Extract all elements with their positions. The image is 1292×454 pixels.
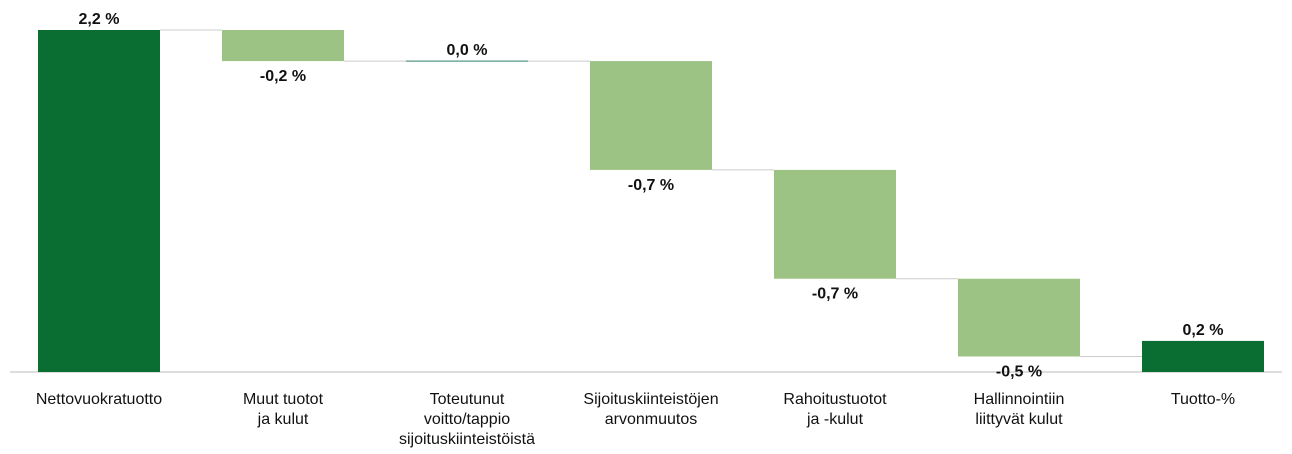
- x-tick-label: Hallinnointiin liittyvät kulut: [973, 391, 1065, 428]
- value-label: 2,2 %: [79, 11, 120, 28]
- value-label: 0,2 %: [1183, 322, 1224, 339]
- x-tick-label: Tuotto-%: [1170, 391, 1236, 408]
- bar: [958, 278, 1080, 357]
- bar: [774, 169, 896, 279]
- x-tick-label: Muut tuotot ja kulut: [242, 391, 324, 428]
- bar: [1142, 340, 1264, 372]
- x-tick-label: Rahoitustuotot ja -kulut: [783, 391, 887, 428]
- value-label: -0,2 %: [260, 68, 306, 85]
- bar: [222, 30, 344, 62]
- x-tick-label: Sijoituskiinteistöjen arvonmuutos: [583, 391, 719, 428]
- value-label: -0,5 %: [996, 363, 1042, 380]
- value-label: 0,0 %: [447, 42, 488, 59]
- bar: [38, 30, 160, 372]
- bar: [590, 61, 712, 170]
- value-label: -0,7 %: [628, 177, 674, 194]
- x-tick-label: Toteutunut voitto/tappio sijoituskiintei…: [398, 391, 536, 448]
- x-tick-label: Nettovuokratuotto: [35, 391, 163, 408]
- value-label: -0,7 %: [812, 286, 858, 303]
- bar: [406, 60, 528, 62]
